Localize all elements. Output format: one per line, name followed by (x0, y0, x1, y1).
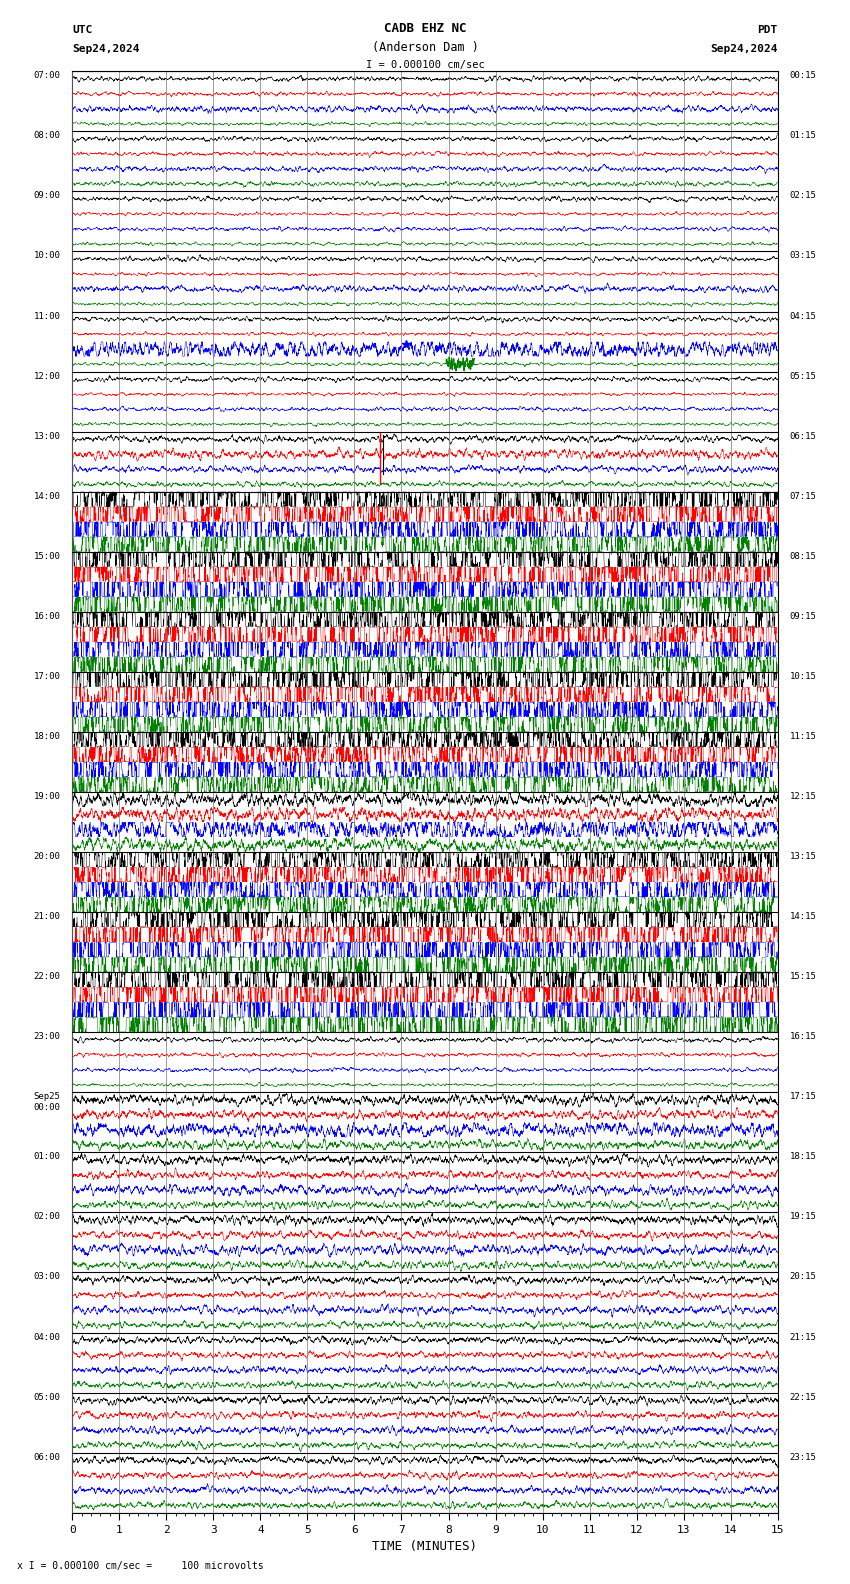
Text: 01:00: 01:00 (34, 1152, 60, 1161)
Text: 23:15: 23:15 (790, 1453, 816, 1462)
Text: PDT: PDT (757, 25, 778, 35)
Text: 15:15: 15:15 (790, 973, 816, 980)
Text: 08:00: 08:00 (34, 131, 60, 141)
Text: 23:00: 23:00 (34, 1033, 60, 1041)
Text: 13:00: 13:00 (34, 431, 60, 440)
Text: 15:00: 15:00 (34, 551, 60, 561)
X-axis label: TIME (MINUTES): TIME (MINUTES) (372, 1540, 478, 1552)
Text: 18:15: 18:15 (790, 1152, 816, 1161)
Text: 12:15: 12:15 (790, 792, 816, 802)
Text: 11:15: 11:15 (790, 732, 816, 741)
Text: 05:00: 05:00 (34, 1392, 60, 1402)
Text: 08:15: 08:15 (790, 551, 816, 561)
Text: 02:00: 02:00 (34, 1212, 60, 1221)
Text: 04:15: 04:15 (790, 312, 816, 320)
Text: Sep24,2024: Sep24,2024 (711, 44, 778, 54)
Text: I = 0.000100 cm/sec: I = 0.000100 cm/sec (366, 60, 484, 70)
Text: 17:15: 17:15 (790, 1093, 816, 1101)
Text: 16:15: 16:15 (790, 1033, 816, 1041)
Text: UTC: UTC (72, 25, 93, 35)
Text: 10:00: 10:00 (34, 252, 60, 260)
Text: 02:15: 02:15 (790, 192, 816, 201)
Text: 14:15: 14:15 (790, 912, 816, 922)
Text: Sep25
00:00: Sep25 00:00 (34, 1093, 60, 1112)
Text: Sep24,2024: Sep24,2024 (72, 44, 139, 54)
Text: 21:00: 21:00 (34, 912, 60, 922)
Text: 07:15: 07:15 (790, 491, 816, 501)
Text: 03:15: 03:15 (790, 252, 816, 260)
Text: 04:00: 04:00 (34, 1332, 60, 1342)
Text: 07:00: 07:00 (34, 71, 60, 81)
Text: 16:00: 16:00 (34, 611, 60, 621)
Text: 18:00: 18:00 (34, 732, 60, 741)
Text: 03:00: 03:00 (34, 1272, 60, 1281)
Text: 22:00: 22:00 (34, 973, 60, 980)
Text: 06:00: 06:00 (34, 1453, 60, 1462)
Text: 20:15: 20:15 (790, 1272, 816, 1281)
Text: 00:15: 00:15 (790, 71, 816, 81)
Text: 21:15: 21:15 (790, 1332, 816, 1342)
Text: x I = 0.000100 cm/sec =     100 microvolts: x I = 0.000100 cm/sec = 100 microvolts (17, 1562, 264, 1571)
Text: 05:15: 05:15 (790, 372, 816, 380)
Text: 09:15: 09:15 (790, 611, 816, 621)
Text: 09:00: 09:00 (34, 192, 60, 201)
Text: 19:15: 19:15 (790, 1212, 816, 1221)
Text: 20:00: 20:00 (34, 852, 60, 862)
Text: 11:00: 11:00 (34, 312, 60, 320)
Text: 13:15: 13:15 (790, 852, 816, 862)
Text: 22:15: 22:15 (790, 1392, 816, 1402)
Text: 10:15: 10:15 (790, 672, 816, 681)
Text: CADB EHZ NC: CADB EHZ NC (383, 22, 467, 35)
Text: 01:15: 01:15 (790, 131, 816, 141)
Text: 14:00: 14:00 (34, 491, 60, 501)
Text: (Anderson Dam ): (Anderson Dam ) (371, 41, 479, 54)
Text: 19:00: 19:00 (34, 792, 60, 802)
Text: 06:15: 06:15 (790, 431, 816, 440)
Text: 17:00: 17:00 (34, 672, 60, 681)
Text: 12:00: 12:00 (34, 372, 60, 380)
